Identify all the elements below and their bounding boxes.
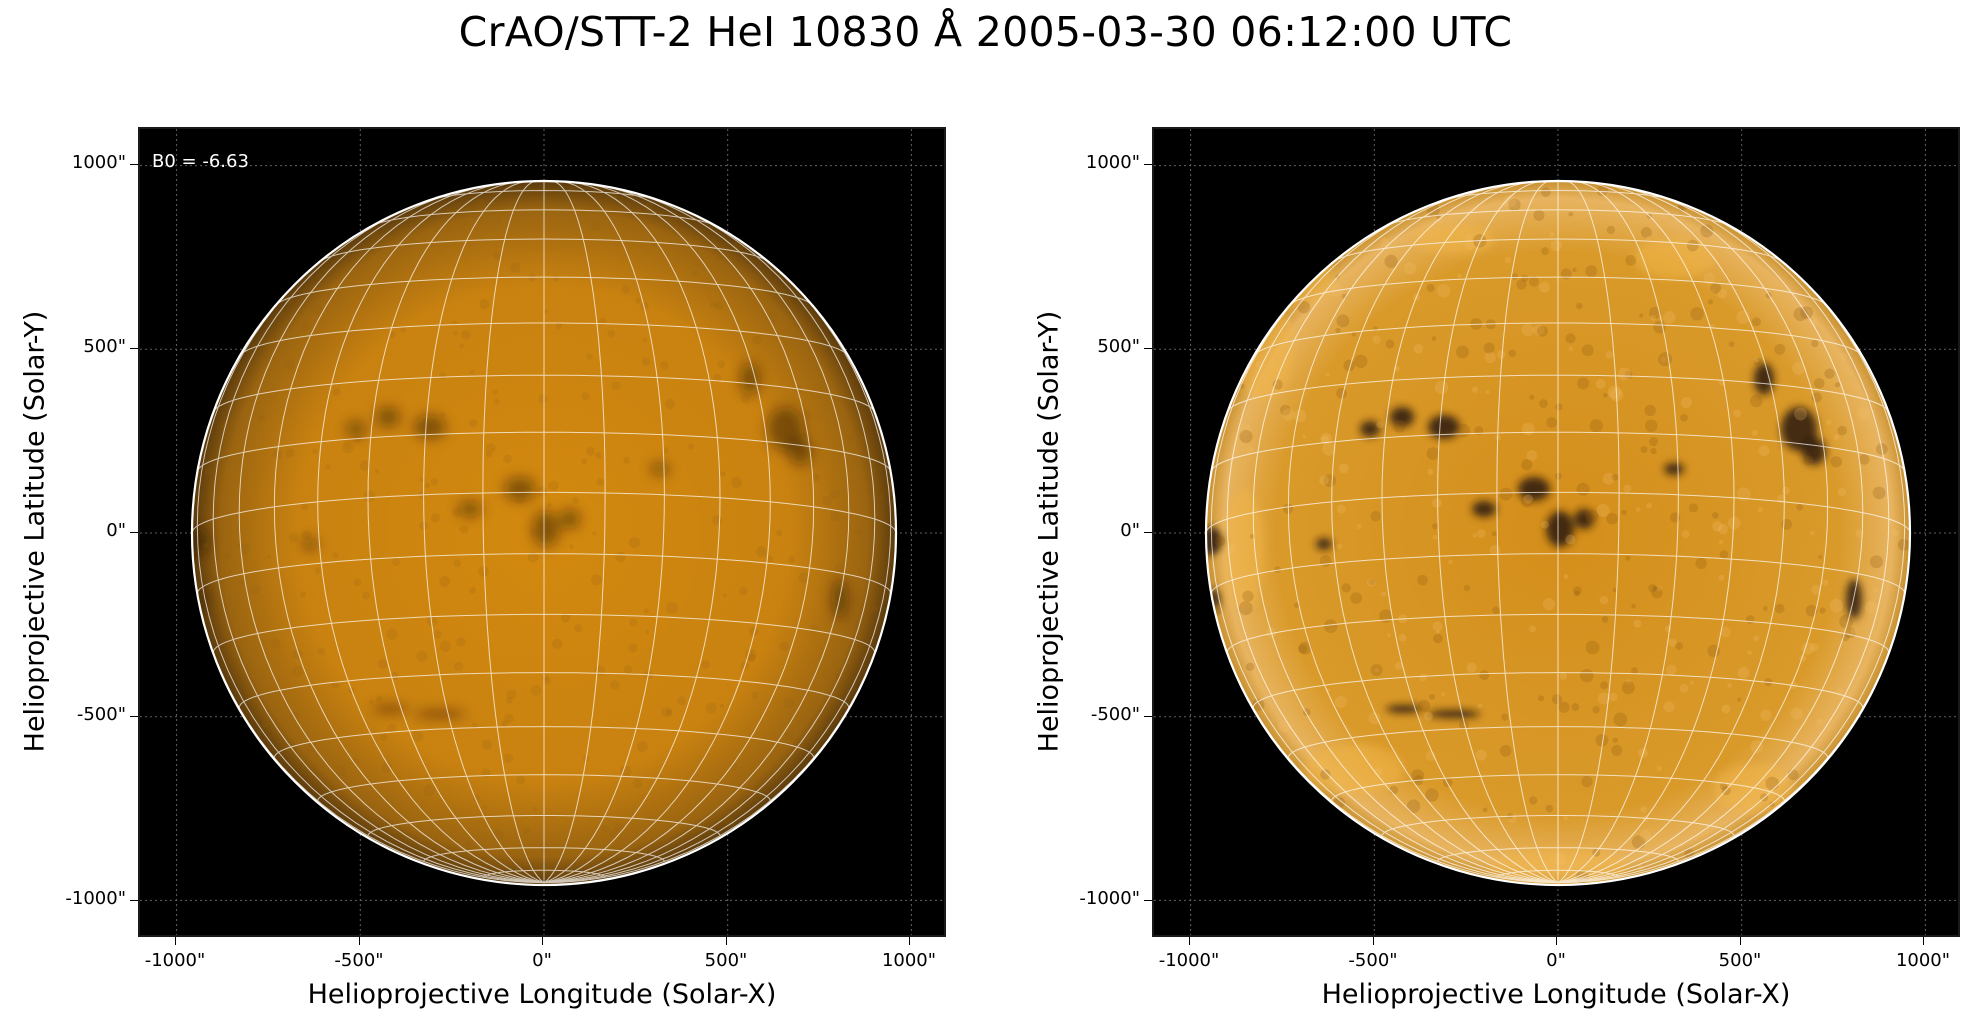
right-ytick-0: 0" (1120, 520, 1140, 541)
left-xtick-m1000: -1000" (144, 950, 206, 971)
right-xtick-500: 500" (1718, 950, 1762, 971)
left-xtick-1000: 1000" (881, 950, 937, 971)
right-image-frame (1152, 127, 1960, 937)
left-xlabel: Helioprojective Longitude (Solar-X) (307, 979, 777, 1010)
right-xtick-m500: -500" (1348, 950, 1398, 971)
left-xtick-0: 0" (532, 950, 552, 971)
right-ytick-m1000: -1000" (1079, 888, 1140, 909)
right-solar-disk-image (1154, 129, 1958, 935)
left-image-frame: B0 = -6.63 (138, 127, 946, 937)
left-ytick-0: 0" (106, 520, 126, 541)
left-ytick-1000: 1000" (71, 152, 126, 173)
left-ylabel: Helioprojective Latitude (Solar-Y) (19, 310, 51, 753)
left-ytick-m1000: -1000" (65, 888, 126, 909)
right-ytick-1000: 1000" (1085, 152, 1140, 173)
figure-title: CrAO/STT-2 HeI 10830 Å 2005-03-30 06:12:… (458, 8, 1513, 56)
left-ytick-m500: -500" (76, 704, 126, 725)
right-xtick-m1000: -1000" (1158, 950, 1220, 971)
right-xtick-0: 0" (1546, 950, 1566, 971)
right-ytick-m500: -500" (1090, 704, 1140, 725)
right-xlabel: Helioprojective Longitude (Solar-X) (1321, 979, 1791, 1010)
right-ylabel: Helioprojective Latitude (Solar-Y) (1033, 310, 1065, 753)
left-solar-disk-image (140, 129, 944, 935)
left-xtick-m500: -500" (334, 950, 384, 971)
left-xtick-500: 500" (704, 950, 748, 971)
right-ytick-500: 500" (1097, 336, 1140, 357)
right-xtick-1000: 1000" (1895, 950, 1951, 971)
left-ytick-500: 500" (83, 336, 126, 357)
b0-annotation: B0 = -6.63 (152, 151, 249, 172)
